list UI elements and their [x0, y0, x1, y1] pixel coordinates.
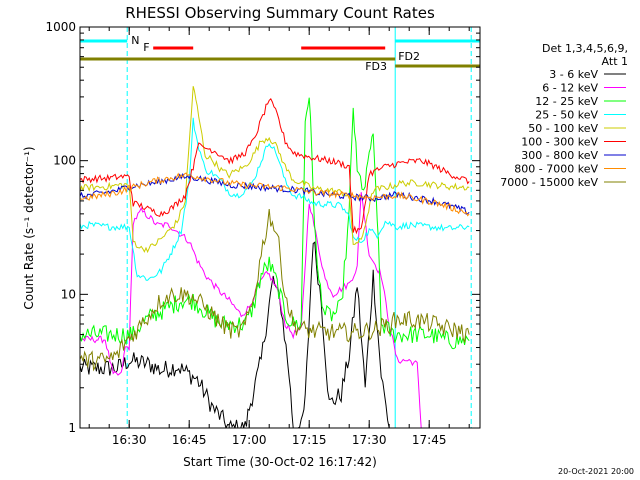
series-layer	[80, 86, 470, 428]
series-line-3	[80, 97, 470, 350]
fd3-label: FD3	[365, 60, 387, 73]
y-axis: 1 10 100 1000	[45, 20, 480, 435]
legend-entry-label: 800 - 7000 keV	[514, 163, 598, 176]
y-tick-label: 1	[68, 421, 76, 435]
y-tick-label: 1000	[45, 20, 76, 34]
legend-entry-label: 300 - 800 keV	[521, 149, 598, 162]
fd2-label: FD2	[398, 50, 420, 63]
series-line-4	[80, 117, 470, 281]
legend-entry-label: 12 - 25 keV	[535, 95, 598, 108]
series-line-6	[80, 97, 470, 235]
legend-header-line-1: Det 1,3,4,5,6,9,	[542, 42, 628, 55]
series-line-2	[80, 192, 422, 428]
series-line-9	[80, 208, 470, 372]
x-tick-label: 17:30	[352, 433, 387, 447]
x-axis-label: Start Time (30-Oct-02 16:17:42)	[183, 455, 377, 469]
legend-header-line-2: Att 1	[602, 55, 628, 68]
x-tick-label: 16:45	[172, 433, 207, 447]
x-tick-label: 17:45	[412, 433, 447, 447]
legend-entry-label: 3 - 6 keV	[549, 68, 598, 81]
x-tick-label: 17:00	[232, 433, 267, 447]
legend-entry-label: 100 - 300 keV	[521, 136, 598, 149]
y-axis-label: Count Rate (s⁻¹ detector⁻¹)	[22, 146, 36, 309]
x-tick-label: 16:30	[112, 433, 147, 447]
series-line-5	[80, 86, 470, 254]
night-label: N	[131, 34, 139, 47]
x-tick-label: 17:15	[292, 433, 327, 447]
legend-entry-label: 6 - 12 keV	[542, 82, 598, 95]
y-tick-label: 100	[53, 154, 76, 168]
legend-entry-label: 25 - 50 keV	[535, 109, 598, 122]
plot-frame	[79, 26, 481, 429]
annotation-layer: NF FD2 FD3	[79, 27, 480, 428]
flare-label: F	[143, 41, 149, 54]
legend-entry-label: 7000 - 15000 keV	[500, 176, 598, 189]
x-axis: 16:30 16:45 17:00 17:15 17:30 17:45	[88, 27, 470, 447]
series-line-1	[80, 241, 390, 428]
chart-title: RHESSI Observing Summary Count Rates	[125, 4, 435, 22]
series-line-8	[80, 172, 470, 217]
legend-entry-label: 50 - 100 keV	[528, 122, 598, 135]
y-tick-label: 10	[61, 287, 76, 301]
generated-timestamp: 20-Oct-2021 20:00	[558, 467, 634, 476]
